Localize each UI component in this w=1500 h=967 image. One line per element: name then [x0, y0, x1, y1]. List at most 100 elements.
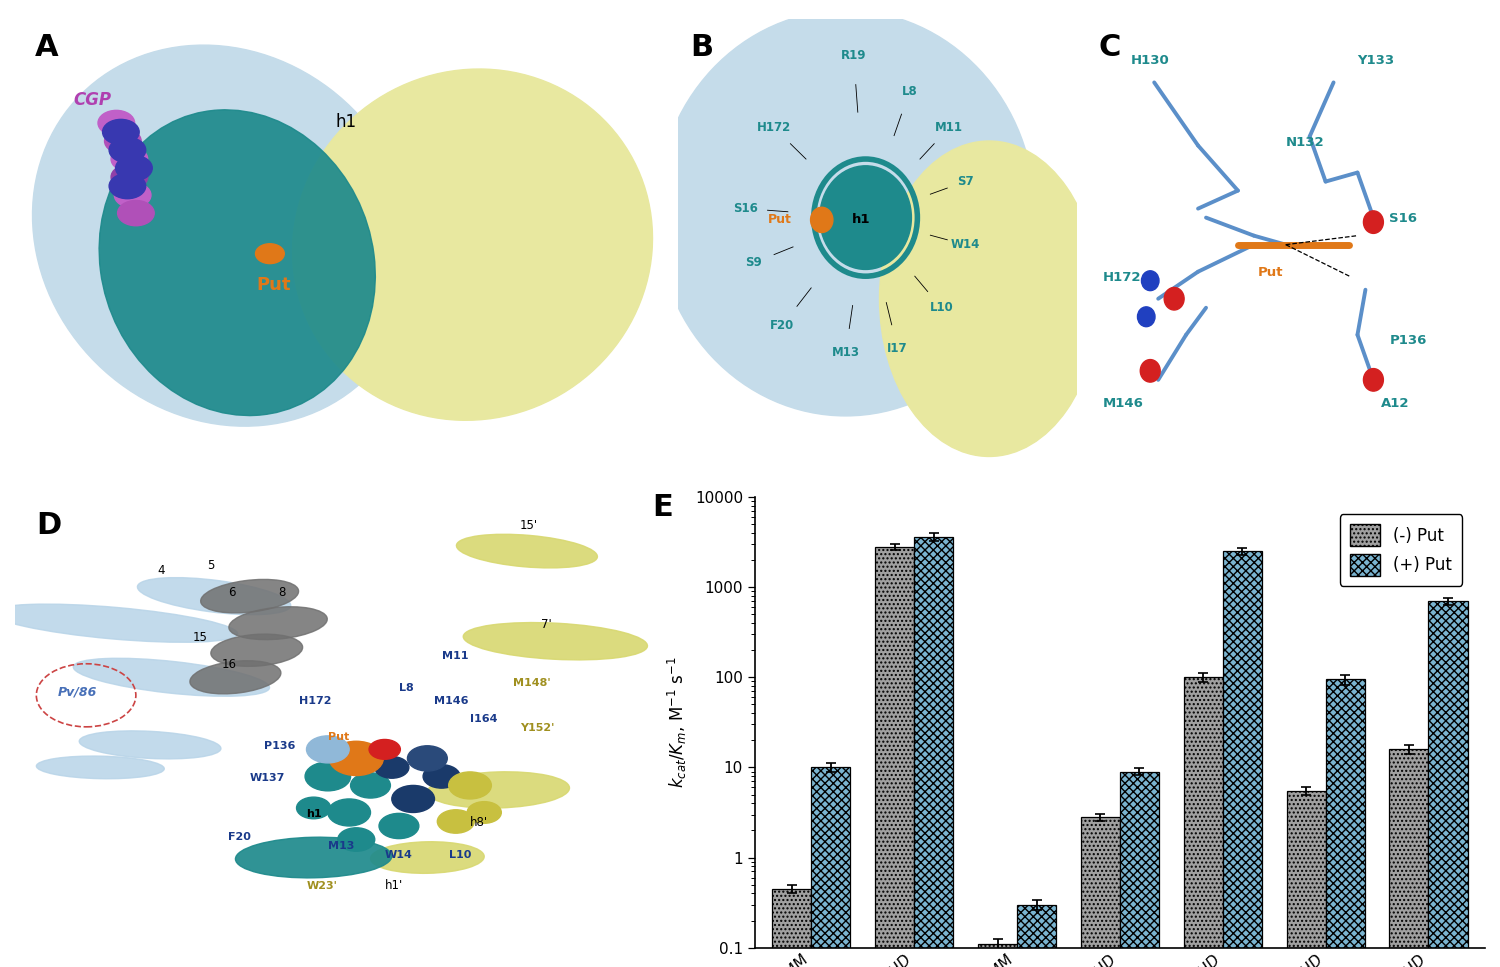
Circle shape	[1364, 211, 1383, 233]
Circle shape	[110, 137, 146, 162]
Text: 8: 8	[278, 586, 285, 600]
Bar	[1389, 749, 1428, 967]
Bar	[874, 547, 914, 967]
Circle shape	[408, 746, 447, 771]
Text: Put: Put	[1258, 266, 1284, 279]
Text: P136: P136	[264, 742, 296, 751]
Text: F20: F20	[228, 832, 251, 841]
Text: S16: S16	[1389, 212, 1417, 225]
Ellipse shape	[211, 634, 303, 666]
Circle shape	[1140, 360, 1160, 382]
Bar	[1184, 677, 1222, 967]
Ellipse shape	[190, 660, 280, 694]
Circle shape	[369, 740, 400, 759]
Bar	[1428, 601, 1467, 967]
Circle shape	[116, 156, 153, 181]
Text: Pv/86: Pv/86	[57, 686, 98, 698]
Text: h1: h1	[306, 809, 322, 819]
Text: R19: R19	[842, 49, 867, 62]
Circle shape	[330, 742, 384, 776]
Circle shape	[819, 165, 912, 270]
Text: W14: W14	[384, 850, 412, 860]
Ellipse shape	[33, 45, 416, 426]
Text: L10: L10	[930, 302, 952, 314]
Text: M11: M11	[441, 651, 468, 661]
Ellipse shape	[36, 756, 165, 778]
Circle shape	[110, 173, 146, 198]
Circle shape	[117, 200, 154, 225]
Bar	[1287, 791, 1326, 967]
Text: h1': h1'	[384, 879, 404, 893]
Ellipse shape	[236, 837, 392, 878]
Circle shape	[111, 164, 147, 190]
Text: M146: M146	[1102, 396, 1143, 410]
Text: Put: Put	[256, 276, 291, 294]
Text: P136: P136	[1389, 334, 1426, 347]
Circle shape	[423, 765, 460, 788]
Ellipse shape	[292, 69, 652, 421]
Text: S16: S16	[734, 202, 759, 215]
Text: h8': h8'	[470, 816, 488, 829]
Circle shape	[1364, 368, 1383, 391]
Bar	[1082, 817, 1120, 967]
Y-axis label: $k_{cat}/K_m$, M$^{-1}$ s$^{-1}$: $k_{cat}/K_m$, M$^{-1}$ s$^{-1}$	[666, 657, 690, 788]
Bar	[914, 537, 954, 967]
Circle shape	[328, 799, 370, 826]
Ellipse shape	[138, 577, 291, 615]
Text: M148': M148'	[513, 678, 550, 689]
Text: H172: H172	[1102, 271, 1142, 283]
Text: h1: h1	[852, 213, 870, 226]
Ellipse shape	[427, 772, 570, 808]
Ellipse shape	[80, 731, 220, 759]
Text: B: B	[690, 33, 714, 62]
Text: Y152': Y152'	[520, 723, 554, 733]
Text: H172: H172	[300, 696, 332, 706]
Bar	[978, 944, 1017, 967]
Ellipse shape	[456, 534, 597, 568]
Text: h1: h1	[336, 113, 357, 132]
Text: 15': 15'	[520, 518, 538, 532]
Text: M13: M13	[328, 840, 354, 851]
Circle shape	[1164, 287, 1184, 310]
Text: 16: 16	[220, 659, 236, 671]
Text: Put: Put	[328, 732, 350, 743]
Circle shape	[438, 809, 474, 834]
Text: W23': W23'	[306, 881, 338, 891]
Text: S7: S7	[957, 175, 974, 188]
Bar	[1222, 551, 1262, 967]
Circle shape	[114, 183, 152, 208]
Text: L10: L10	[448, 850, 471, 860]
Text: N132: N132	[1286, 135, 1324, 149]
Ellipse shape	[370, 841, 484, 873]
Bar	[1326, 679, 1365, 967]
Circle shape	[297, 797, 330, 819]
Circle shape	[380, 813, 419, 838]
Text: S9: S9	[746, 256, 762, 269]
Text: H130: H130	[1131, 54, 1168, 68]
Bar	[1120, 772, 1160, 967]
Text: 7': 7'	[542, 618, 552, 630]
Circle shape	[304, 762, 351, 791]
Text: M11: M11	[936, 121, 963, 134]
Text: D: D	[36, 511, 62, 540]
Circle shape	[392, 785, 435, 812]
Bar	[812, 768, 850, 967]
Bar	[772, 889, 812, 967]
Text: L8: L8	[902, 85, 918, 98]
Text: Put: Put	[768, 213, 792, 226]
Circle shape	[466, 802, 501, 823]
Text: F20: F20	[770, 319, 794, 333]
Circle shape	[351, 773, 390, 798]
Ellipse shape	[879, 141, 1098, 456]
Text: CGP: CGP	[74, 91, 112, 109]
Text: L8: L8	[399, 683, 414, 692]
Text: H172: H172	[758, 121, 790, 134]
Circle shape	[102, 119, 140, 145]
Circle shape	[810, 207, 832, 232]
Circle shape	[375, 756, 410, 778]
Ellipse shape	[0, 604, 238, 642]
Text: 5: 5	[207, 559, 214, 572]
Legend: (-) Put, (+) Put: (-) Put, (+) Put	[1340, 514, 1462, 586]
Text: A12: A12	[1382, 396, 1410, 410]
Ellipse shape	[230, 606, 327, 639]
